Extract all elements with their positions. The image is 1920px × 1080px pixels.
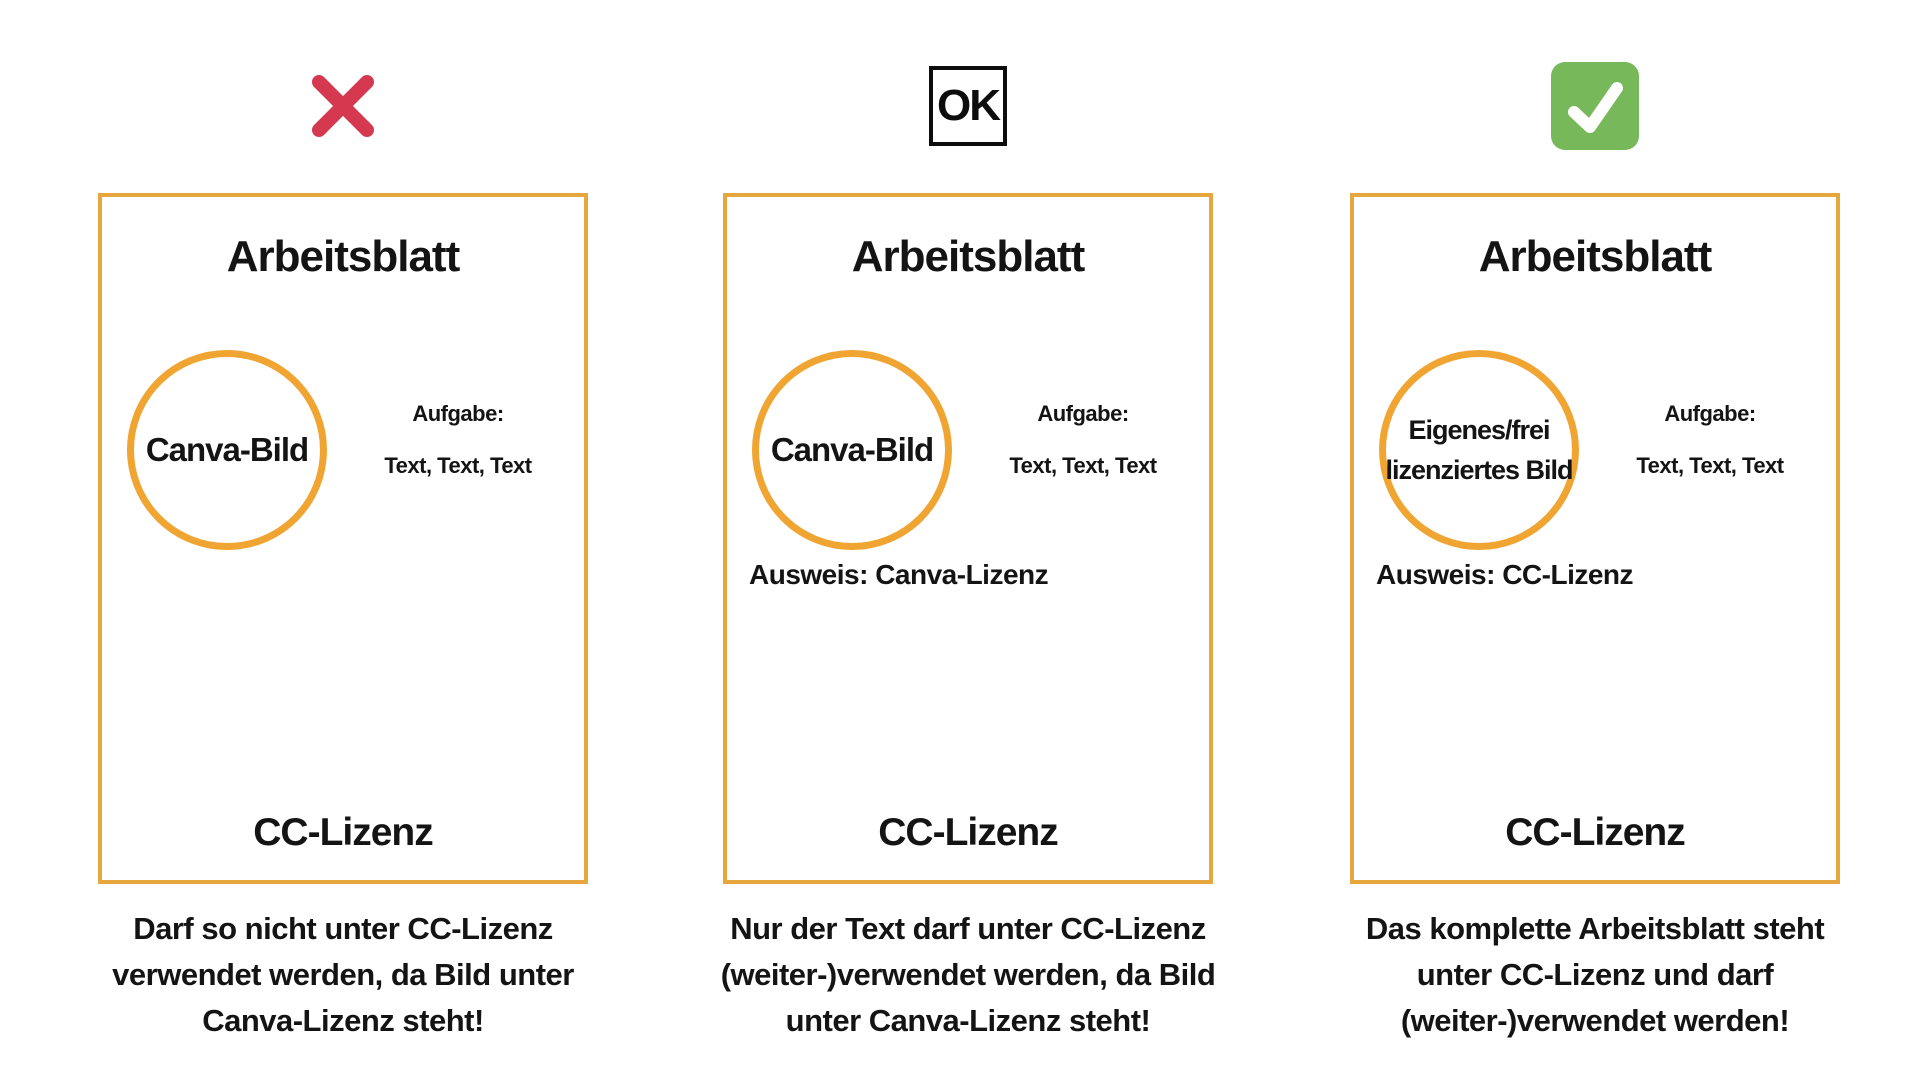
ok-badge: OK [929,66,1007,146]
task-text: Text, Text, Text [1009,453,1157,478]
worksheet-license: CC-Lizenz [253,811,434,854]
verdict-caption: Nur der Text darf unter CC-Lizenz (weite… [721,906,1216,1044]
task-label: Aufgabe: [1037,401,1129,426]
circle-label: Canva-Bild [145,431,309,468]
worksheet-title: Arbeitsblatt [226,232,460,281]
task-label: Aufgabe: [412,401,504,426]
check-icon [1551,62,1639,150]
circle-label: Canva-Bild [770,431,934,468]
caption-line: Canva-Lizenz steht! [202,1003,484,1038]
verdict-badge-row: OK [723,60,1213,152]
image-placeholder-circle: Canva-Bild [127,350,327,550]
circle-label: Eigenes/frei [1408,415,1550,445]
worksheet-card: Arbeitsblatt Eigenes/frei lizenziertes B… [1350,193,1840,884]
verdict-caption: Das komplette Arbeitsblatt steht unter C… [1365,906,1825,1044]
worksheet-license: CC-Lizenz [1505,811,1686,854]
verdict-caption: Darf so nicht unter CC-Lizenz verwendet … [112,906,574,1044]
task-text: Text, Text, Text [384,453,532,478]
worksheet-license: CC-Lizenz [878,811,1059,854]
panel-not-allowed: Arbeitsblatt Canva-Bild Aufgabe: Text, T… [98,0,588,1080]
worksheet-card: Arbeitsblatt Canva-Bild Aufgabe: Text, T… [723,193,1213,884]
task-block: Aufgabe: Text, Text, Text [969,401,1197,479]
worksheet-title: Arbeitsblatt [1478,232,1712,281]
caption-line: unter CC-Lizenz und darf [1416,957,1774,992]
image-placeholder-circle: Canva-Bild [752,350,952,550]
task-label: Aufgabe: [1664,401,1756,426]
verdict-badge-row [1350,60,1840,152]
task-text: Text, Text, Text [1636,453,1784,478]
cross-icon [312,75,374,137]
panel-allowed: Arbeitsblatt Eigenes/frei lizenziertes B… [1350,0,1840,1080]
verdict-badge-row [98,60,588,152]
panel-partially-ok: OK Arbeitsblatt Canva-Bild Aufgabe: Text… [721,0,1216,1080]
license-note: Ausweis: Canva-Lizenz [749,559,1049,590]
caption-line: (weiter-)verwendet werden! [1400,1003,1790,1038]
license-note: Ausweis: CC-Lizenz [1376,559,1634,590]
caption-line: verwendet werden, da Bild unter [112,957,574,992]
circle-label-line2: lizenziertes Bild [1385,455,1573,485]
caption-line: unter Canva-Lizenz steht! [785,1003,1151,1038]
caption-line: Nur der Text darf unter CC-Lizenz [730,911,1206,946]
caption-line: Darf so nicht unter CC-Lizenz [133,911,553,946]
image-placeholder-circle: Eigenes/frei lizenziertes Bild [1379,350,1579,550]
worksheet-title: Arbeitsblatt [851,232,1085,281]
caption-line: (weiter-)verwendet werden, da Bild [720,957,1216,992]
caption-line: Das komplette Arbeitsblatt steht [1365,911,1825,946]
worksheet-card: Arbeitsblatt Canva-Bild Aufgabe: Text, T… [98,193,588,884]
ok-label: OK [937,81,1001,130]
task-block: Aufgabe: Text, Text, Text [1596,401,1824,479]
task-block: Aufgabe: Text, Text, Text [344,401,572,479]
